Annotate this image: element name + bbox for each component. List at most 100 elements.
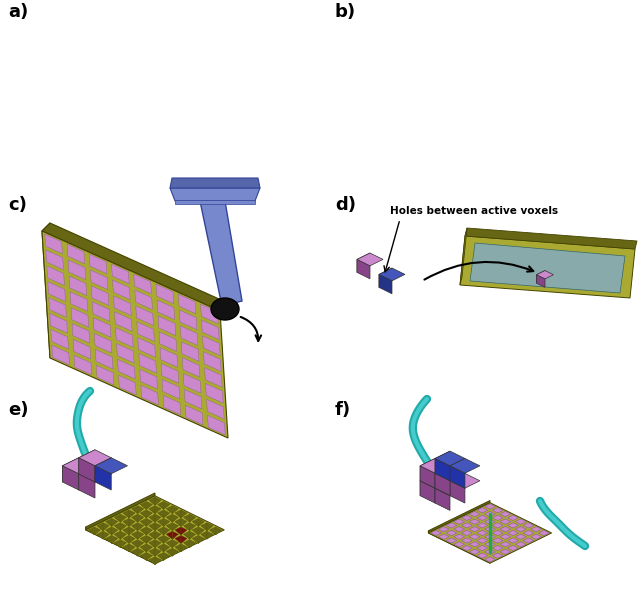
Polygon shape xyxy=(115,523,120,531)
Polygon shape xyxy=(92,302,110,322)
Polygon shape xyxy=(111,264,129,284)
Polygon shape xyxy=(138,551,144,556)
Polygon shape xyxy=(147,544,152,552)
Polygon shape xyxy=(138,531,144,539)
Polygon shape xyxy=(149,505,155,514)
Polygon shape xyxy=(72,323,90,343)
Polygon shape xyxy=(94,527,100,535)
Polygon shape xyxy=(106,527,112,535)
Polygon shape xyxy=(164,555,170,560)
Polygon shape xyxy=(129,538,135,543)
Polygon shape xyxy=(536,275,545,287)
Polygon shape xyxy=(138,523,144,531)
Polygon shape xyxy=(155,551,161,556)
Polygon shape xyxy=(158,316,176,335)
Polygon shape xyxy=(450,481,465,503)
Text: c): c) xyxy=(8,196,27,214)
Polygon shape xyxy=(132,508,138,514)
Polygon shape xyxy=(435,466,465,481)
Polygon shape xyxy=(166,534,172,539)
Polygon shape xyxy=(164,513,170,518)
Polygon shape xyxy=(149,551,155,556)
Polygon shape xyxy=(508,530,518,535)
Polygon shape xyxy=(129,535,135,543)
Polygon shape xyxy=(113,280,130,300)
Polygon shape xyxy=(492,515,503,520)
Polygon shape xyxy=(90,254,107,274)
Polygon shape xyxy=(120,526,127,531)
Polygon shape xyxy=(454,542,465,547)
Polygon shape xyxy=(106,538,112,543)
Polygon shape xyxy=(149,540,155,548)
Polygon shape xyxy=(94,530,100,535)
Polygon shape xyxy=(538,530,549,535)
Polygon shape xyxy=(132,526,138,531)
Polygon shape xyxy=(500,534,511,539)
Polygon shape xyxy=(103,526,109,531)
Polygon shape xyxy=(123,535,129,543)
Polygon shape xyxy=(469,519,480,524)
Polygon shape xyxy=(435,466,450,488)
Polygon shape xyxy=(454,526,465,532)
Polygon shape xyxy=(207,415,225,435)
Polygon shape xyxy=(147,552,152,560)
Polygon shape xyxy=(420,474,450,488)
Polygon shape xyxy=(95,349,113,369)
Polygon shape xyxy=(454,519,465,524)
Polygon shape xyxy=(123,510,129,518)
Polygon shape xyxy=(201,526,207,531)
Polygon shape xyxy=(123,527,129,535)
Polygon shape xyxy=(103,523,109,531)
Polygon shape xyxy=(112,530,118,535)
Polygon shape xyxy=(129,510,135,518)
Polygon shape xyxy=(428,502,552,563)
Polygon shape xyxy=(112,519,118,526)
Polygon shape xyxy=(50,314,67,333)
Polygon shape xyxy=(120,543,127,548)
Polygon shape xyxy=(147,510,152,518)
Polygon shape xyxy=(172,531,179,539)
Polygon shape xyxy=(477,530,488,535)
Polygon shape xyxy=(69,276,86,296)
Polygon shape xyxy=(515,534,526,539)
Polygon shape xyxy=(157,519,164,526)
Polygon shape xyxy=(123,521,129,526)
Polygon shape xyxy=(172,514,179,522)
Polygon shape xyxy=(175,521,181,526)
Polygon shape xyxy=(93,317,111,337)
Polygon shape xyxy=(135,290,152,310)
Polygon shape xyxy=(181,538,187,543)
Polygon shape xyxy=(164,538,170,543)
Polygon shape xyxy=(201,531,207,539)
Polygon shape xyxy=(132,534,138,539)
Polygon shape xyxy=(147,513,152,518)
Polygon shape xyxy=(149,517,155,522)
Polygon shape xyxy=(207,526,213,531)
Polygon shape xyxy=(123,513,129,518)
Polygon shape xyxy=(120,534,127,539)
Text: e): e) xyxy=(8,401,29,419)
Polygon shape xyxy=(469,526,480,532)
Polygon shape xyxy=(157,552,164,560)
Polygon shape xyxy=(88,527,94,535)
Polygon shape xyxy=(166,508,172,514)
Polygon shape xyxy=(477,515,488,520)
Polygon shape xyxy=(515,519,526,524)
Polygon shape xyxy=(207,523,213,531)
Polygon shape xyxy=(198,521,204,526)
Polygon shape xyxy=(155,514,161,522)
Polygon shape xyxy=(63,466,79,490)
Polygon shape xyxy=(149,531,155,539)
Polygon shape xyxy=(202,336,220,356)
Polygon shape xyxy=(120,523,127,531)
Polygon shape xyxy=(157,513,164,518)
Polygon shape xyxy=(129,513,135,518)
Polygon shape xyxy=(132,551,138,556)
Polygon shape xyxy=(106,521,112,526)
Polygon shape xyxy=(164,527,170,535)
Polygon shape xyxy=(164,544,170,552)
Polygon shape xyxy=(531,526,541,532)
Polygon shape xyxy=(200,201,242,306)
Polygon shape xyxy=(97,523,103,531)
Polygon shape xyxy=(435,488,450,510)
